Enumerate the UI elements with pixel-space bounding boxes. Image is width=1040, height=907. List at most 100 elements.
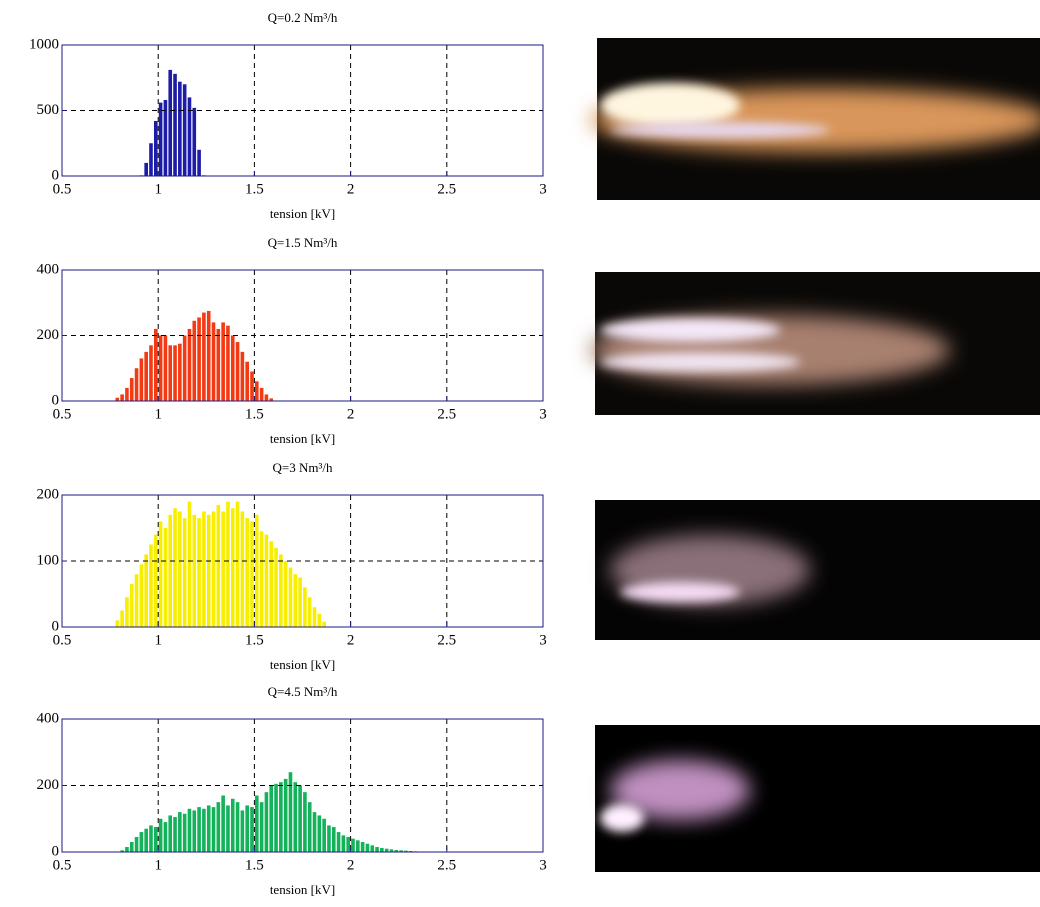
bar bbox=[322, 818, 326, 852]
bar bbox=[283, 561, 288, 627]
bar bbox=[192, 514, 197, 627]
y-tick-label: 200 bbox=[37, 777, 60, 793]
bar bbox=[202, 808, 206, 852]
x-axis-label: tension [kV] bbox=[270, 882, 335, 897]
bar bbox=[178, 812, 182, 852]
x-tick-label: 2 bbox=[347, 857, 355, 873]
x-tick-label: 1 bbox=[154, 632, 162, 648]
bar bbox=[250, 807, 254, 852]
bar bbox=[380, 848, 384, 852]
bar bbox=[245, 805, 249, 852]
chart-title: Q=3 Nm³/h bbox=[273, 460, 333, 475]
bar bbox=[245, 518, 249, 627]
bar bbox=[153, 328, 158, 401]
x-axis-label: tension [kV] bbox=[270, 657, 335, 672]
bar bbox=[269, 398, 274, 401]
x-tick-label: 1 bbox=[154, 181, 162, 197]
bar bbox=[192, 320, 197, 401]
bar bbox=[360, 842, 365, 852]
bar bbox=[187, 97, 192, 176]
bar bbox=[178, 511, 182, 627]
histogram-panel: Q=3 Nm³/h tension [kV] 0.5 1 1.5 2 2.5 3 0 100 200 bbox=[37, 460, 547, 672]
bar bbox=[230, 508, 235, 627]
bar bbox=[211, 511, 216, 627]
x-tick-label: 2 bbox=[347, 632, 355, 648]
bar bbox=[187, 501, 192, 627]
bar bbox=[226, 501, 230, 627]
bar bbox=[115, 620, 120, 627]
bar bbox=[178, 343, 182, 401]
bar bbox=[279, 782, 283, 852]
x-tick-label: 2.5 bbox=[437, 181, 456, 197]
y-tick-label: 0 bbox=[52, 167, 60, 183]
y-tick-label: 500 bbox=[37, 102, 60, 118]
bar bbox=[226, 325, 230, 401]
y-tick-label: 0 bbox=[52, 618, 60, 634]
bar bbox=[139, 564, 144, 627]
bar bbox=[173, 508, 177, 627]
bar bbox=[149, 544, 153, 627]
bar bbox=[197, 149, 201, 176]
bar bbox=[356, 840, 360, 852]
bar bbox=[269, 541, 274, 627]
x-tick-label: 3 bbox=[539, 181, 547, 197]
bar bbox=[255, 795, 259, 852]
bar bbox=[163, 822, 168, 852]
bar bbox=[312, 812, 317, 852]
bar bbox=[153, 120, 158, 176]
bar bbox=[206, 514, 211, 627]
bar bbox=[264, 394, 269, 401]
bar bbox=[259, 802, 264, 852]
bar bbox=[317, 815, 322, 852]
bar bbox=[197, 807, 201, 852]
y-tick-label: 400 bbox=[37, 710, 60, 726]
bar bbox=[346, 837, 350, 852]
y-tick-label: 100 bbox=[37, 552, 60, 568]
bar bbox=[168, 514, 173, 627]
bar bbox=[259, 531, 264, 627]
bar bbox=[336, 832, 341, 852]
chart-title: Q=0.2 Nm³/h bbox=[268, 10, 338, 25]
bar bbox=[120, 610, 124, 627]
bar bbox=[158, 818, 163, 852]
x-tick-label: 3 bbox=[539, 632, 547, 648]
bar bbox=[317, 613, 322, 627]
bar bbox=[240, 810, 245, 852]
x-tick-label: 0.5 bbox=[53, 857, 72, 873]
bar bbox=[158, 521, 163, 627]
bar bbox=[399, 850, 403, 852]
bar bbox=[144, 351, 148, 401]
bar bbox=[206, 805, 211, 852]
bar bbox=[187, 808, 192, 852]
y-tick-label: 200 bbox=[37, 327, 60, 343]
axes-box bbox=[61, 494, 544, 628]
bar bbox=[274, 547, 278, 627]
bar bbox=[153, 534, 158, 627]
bar bbox=[168, 345, 173, 401]
x-tick-label: 2.5 bbox=[437, 632, 456, 648]
bar bbox=[293, 782, 298, 852]
bar bbox=[384, 848, 389, 852]
bar bbox=[255, 514, 259, 627]
bar bbox=[173, 817, 177, 852]
bar bbox=[221, 322, 225, 401]
bar bbox=[365, 843, 370, 852]
bar bbox=[322, 621, 326, 627]
bar bbox=[375, 847, 379, 852]
bar bbox=[255, 381, 259, 401]
x-axis-label: tension [kV] bbox=[270, 206, 335, 221]
bar bbox=[312, 607, 317, 627]
bar bbox=[129, 378, 134, 401]
y-tick-label: 200 bbox=[37, 486, 60, 502]
bar bbox=[250, 371, 254, 401]
bar bbox=[182, 84, 187, 176]
bar bbox=[211, 807, 216, 852]
bar bbox=[230, 335, 235, 401]
bar bbox=[279, 554, 283, 627]
bar bbox=[245, 361, 249, 401]
bar bbox=[327, 825, 331, 852]
bar bbox=[351, 838, 355, 852]
bar bbox=[240, 511, 245, 627]
x-tick-label: 1 bbox=[154, 406, 162, 422]
